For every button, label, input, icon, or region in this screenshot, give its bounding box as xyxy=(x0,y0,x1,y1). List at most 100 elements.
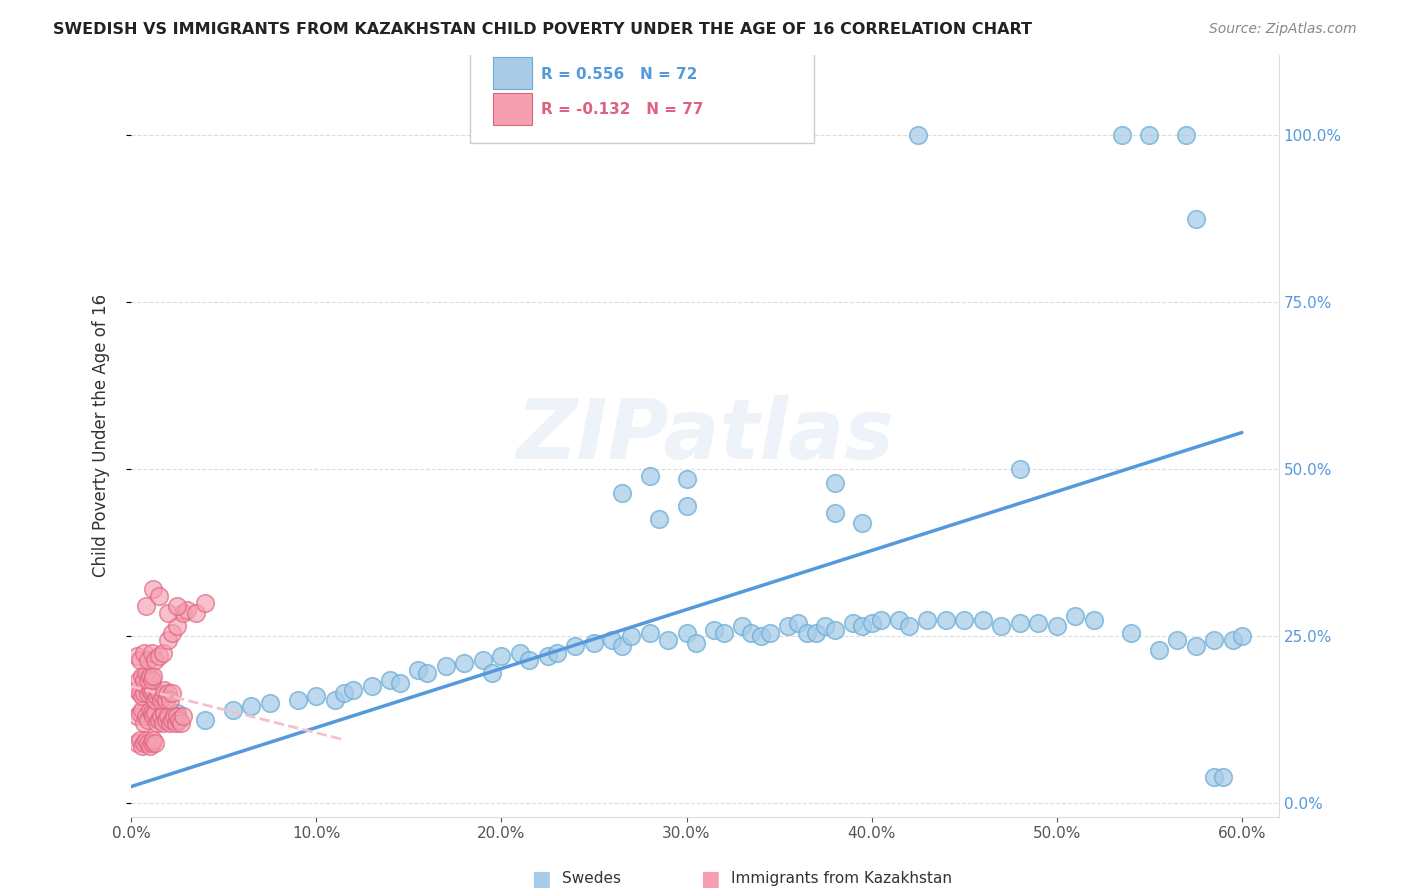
Immigrants from Kazakhstan xyxy=(155,692,177,706)
Swedes xyxy=(1111,128,1133,143)
Swedes xyxy=(638,469,661,483)
Immigrants from Kazakhstan xyxy=(141,736,163,750)
Swedes xyxy=(491,649,513,664)
Immigrants from Kazakhstan xyxy=(157,606,180,620)
Immigrants from Kazakhstan xyxy=(129,652,152,666)
Text: ZIPatlas: ZIPatlas xyxy=(516,395,894,476)
Swedes xyxy=(824,475,846,490)
Immigrants from Kazakhstan xyxy=(160,713,183,727)
Swedes xyxy=(759,626,782,640)
Text: R = -0.132   N = 77: R = -0.132 N = 77 xyxy=(541,103,703,118)
Text: ■: ■ xyxy=(700,869,720,888)
Immigrants from Kazakhstan xyxy=(142,669,165,683)
Swedes xyxy=(907,128,929,143)
Immigrants from Kazakhstan xyxy=(148,713,170,727)
Swedes xyxy=(517,652,540,666)
Immigrants from Kazakhstan xyxy=(141,686,163,700)
Swedes xyxy=(1083,613,1105,627)
Immigrants from Kazakhstan xyxy=(131,690,153,704)
Swedes xyxy=(453,656,475,670)
Swedes xyxy=(509,646,531,660)
Immigrants from Kazakhstan xyxy=(125,709,148,723)
Swedes xyxy=(323,692,346,706)
Immigrants from Kazakhstan xyxy=(135,732,157,747)
Swedes xyxy=(259,696,281,710)
Immigrants from Kazakhstan xyxy=(146,716,169,731)
Text: Swedes: Swedes xyxy=(562,871,621,886)
Swedes xyxy=(778,619,800,633)
Immigrants from Kazakhstan xyxy=(157,632,180,647)
Immigrants from Kazakhstan xyxy=(172,709,194,723)
Swedes xyxy=(824,506,846,520)
Swedes xyxy=(675,626,697,640)
Swedes xyxy=(166,706,188,720)
Swedes xyxy=(1137,128,1160,143)
Swedes xyxy=(1175,128,1198,143)
Swedes xyxy=(675,499,697,513)
Swedes xyxy=(638,626,661,640)
Swedes xyxy=(1204,770,1226,784)
Swedes xyxy=(851,619,873,633)
Immigrants from Kazakhstan xyxy=(134,736,156,750)
Immigrants from Kazakhstan xyxy=(138,669,160,683)
Immigrants from Kazakhstan xyxy=(149,709,172,723)
Immigrants from Kazakhstan xyxy=(143,652,166,666)
Swedes xyxy=(222,703,245,717)
Swedes xyxy=(824,623,846,637)
Swedes xyxy=(287,692,309,706)
Swedes xyxy=(481,665,503,680)
Immigrants from Kazakhstan xyxy=(141,646,163,660)
Swedes xyxy=(305,690,328,704)
Immigrants from Kazakhstan xyxy=(166,619,188,633)
Swedes xyxy=(796,626,818,640)
FancyBboxPatch shape xyxy=(492,93,531,125)
Swedes xyxy=(972,613,994,627)
Swedes xyxy=(814,619,837,633)
Swedes xyxy=(1119,626,1142,640)
Immigrants from Kazakhstan xyxy=(143,736,166,750)
Swedes xyxy=(537,649,560,664)
Immigrants from Kazakhstan xyxy=(131,703,153,717)
Immigrants from Kazakhstan xyxy=(142,582,165,597)
Immigrants from Kazakhstan xyxy=(131,739,153,754)
Swedes xyxy=(915,613,938,627)
Immigrants from Kazakhstan xyxy=(134,673,156,687)
Immigrants from Kazakhstan xyxy=(149,692,172,706)
Immigrants from Kazakhstan xyxy=(170,716,193,731)
Swedes xyxy=(1026,615,1049,630)
Swedes xyxy=(1184,640,1206,654)
Immigrants from Kazakhstan xyxy=(148,589,170,603)
Y-axis label: Child Poverty Under the Age of 16: Child Poverty Under the Age of 16 xyxy=(93,294,110,577)
Swedes xyxy=(333,686,356,700)
Immigrants from Kazakhstan xyxy=(184,606,207,620)
Immigrants from Kazakhstan xyxy=(157,709,180,723)
Swedes xyxy=(1230,629,1253,643)
Swedes xyxy=(1147,642,1170,657)
Swedes xyxy=(1008,615,1031,630)
Immigrants from Kazakhstan xyxy=(148,649,170,664)
Immigrants from Kazakhstan xyxy=(129,732,152,747)
Immigrants from Kazakhstan xyxy=(128,673,150,687)
Swedes xyxy=(388,676,411,690)
Immigrants from Kazakhstan xyxy=(136,673,159,687)
Swedes xyxy=(1046,619,1069,633)
Swedes xyxy=(731,619,754,633)
Immigrants from Kazakhstan xyxy=(135,709,157,723)
Immigrants from Kazakhstan xyxy=(160,626,183,640)
Swedes xyxy=(416,665,439,680)
Immigrants from Kazakhstan xyxy=(142,709,165,723)
Immigrants from Kazakhstan xyxy=(125,736,148,750)
Immigrants from Kazakhstan xyxy=(166,599,188,614)
FancyBboxPatch shape xyxy=(492,57,531,89)
Immigrants from Kazakhstan xyxy=(134,716,156,731)
Swedes xyxy=(620,629,643,643)
Immigrants from Kazakhstan xyxy=(159,716,181,731)
Swedes xyxy=(842,615,865,630)
Swedes xyxy=(889,613,911,627)
Swedes xyxy=(703,623,725,637)
Text: ■: ■ xyxy=(531,869,551,888)
Immigrants from Kazakhstan xyxy=(136,736,159,750)
Swedes xyxy=(1184,211,1206,226)
Swedes xyxy=(713,626,735,640)
Swedes xyxy=(434,659,457,673)
